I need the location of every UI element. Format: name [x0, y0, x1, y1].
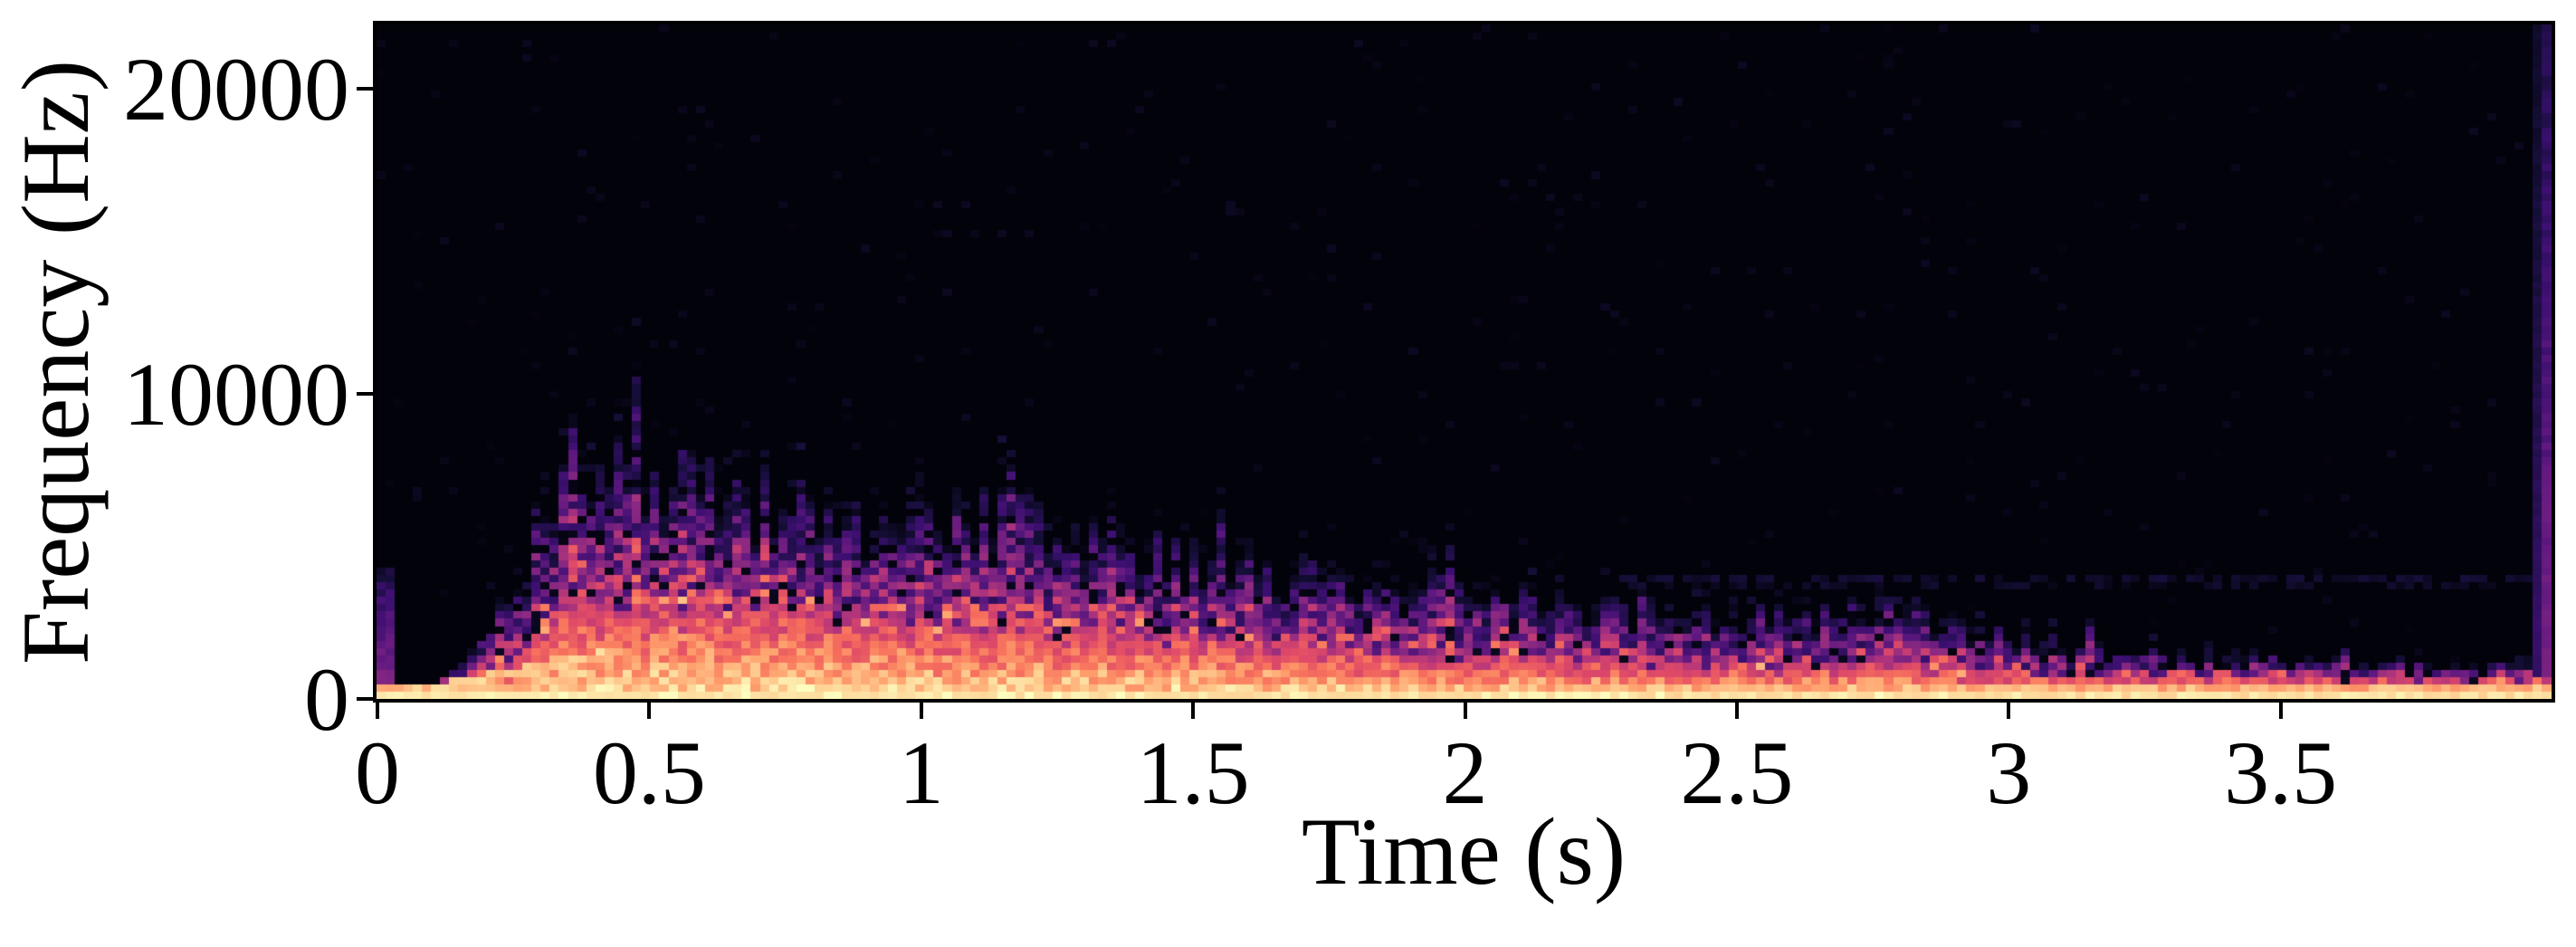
x-tick-label: 2.5	[1680, 722, 1794, 823]
x-tick-label: 0	[355, 722, 400, 823]
y-tick	[357, 87, 373, 91]
x-tick	[647, 703, 652, 719]
x-tick	[376, 703, 379, 719]
y-tick-label: 20000	[123, 39, 349, 140]
x-axis-title: Time (s)	[1301, 799, 1627, 904]
x-tick	[1734, 703, 1739, 719]
x-tick-label: 3	[1986, 722, 2032, 823]
x-tick	[919, 703, 923, 719]
y-tick	[357, 697, 373, 701]
x-tick-label: 1.5	[1136, 722, 1250, 823]
x-tick	[1191, 703, 1196, 719]
y-tick-label: 0	[304, 649, 349, 750]
y-axis-title: Frequency (Hz)	[3, 59, 109, 665]
y-tick-label: 10000	[123, 344, 349, 445]
x-tick	[2278, 703, 2283, 719]
spectrogram-heatmap	[377, 24, 2552, 699]
x-tick	[1463, 703, 1467, 719]
x-tick-label: 1	[898, 722, 944, 823]
x-tick-label: 3.5	[2224, 722, 2338, 823]
x-tick-label: 0.5	[592, 722, 706, 823]
x-tick-label: 2	[1442, 722, 1488, 823]
y-tick	[357, 392, 373, 397]
x-tick	[2007, 703, 2011, 719]
